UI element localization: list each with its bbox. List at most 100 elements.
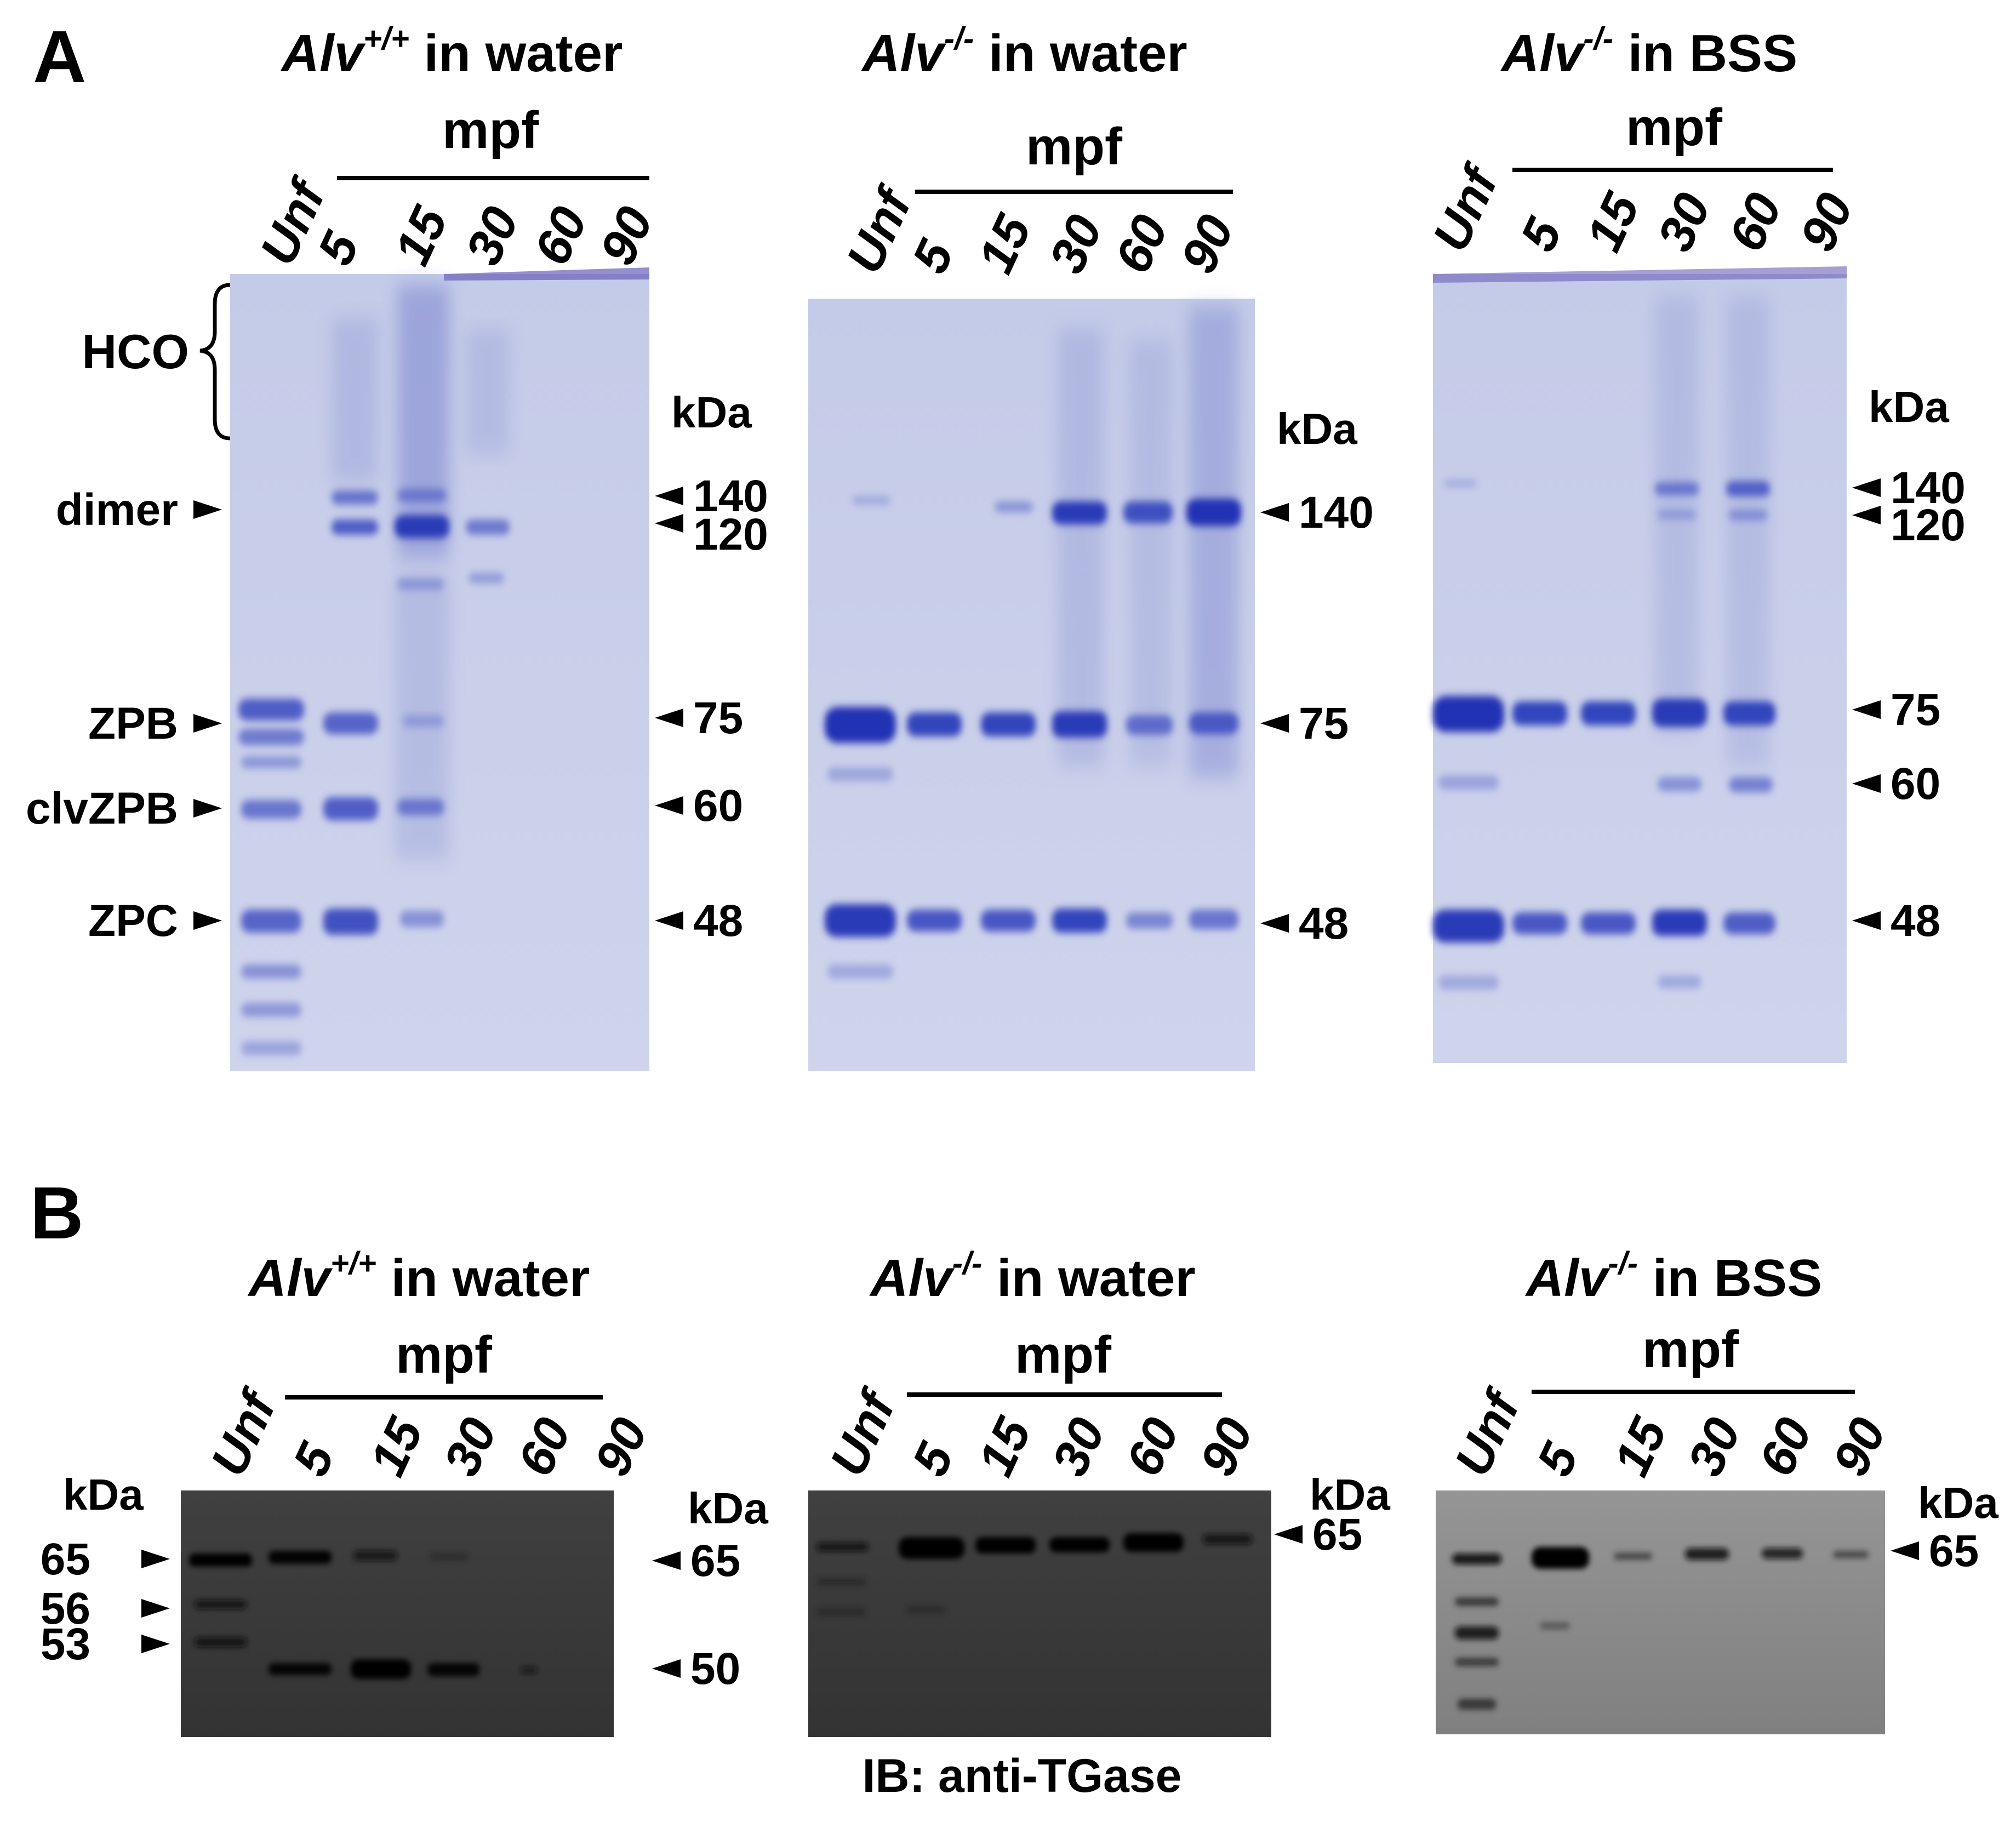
band xyxy=(1189,910,1238,929)
blot-b2-genotype: Alv xyxy=(869,1249,955,1307)
gel-a2-genotype: Alv xyxy=(861,24,946,83)
band xyxy=(1123,1533,1184,1552)
blot-b1-mpf: mpf xyxy=(396,1326,493,1384)
band xyxy=(1438,775,1499,790)
band xyxy=(241,910,301,933)
gel-a3-kda: kDa xyxy=(1869,382,1949,431)
blot-b2-superscript: -/- xyxy=(952,1246,983,1281)
band xyxy=(189,1553,252,1567)
band xyxy=(1652,910,1707,936)
left-marker-arrow-53 xyxy=(141,1635,170,1653)
gel-a3-mpf: mpf xyxy=(1626,98,1723,157)
gel-a3-well-stain xyxy=(1433,266,1847,283)
band xyxy=(1652,699,1707,727)
gel-a2-title: Alv-/- in water xyxy=(861,21,1187,83)
gel-a1-title: Alv+/+ in water xyxy=(281,21,623,83)
lane-label-90: 90 xyxy=(1170,207,1245,282)
hco-label: HCO xyxy=(82,324,189,379)
blot-b2-markers: 65 xyxy=(1274,1510,1362,1560)
marker-48: 48 xyxy=(693,896,743,946)
band xyxy=(1729,510,1767,521)
blot-b3-membrane xyxy=(1436,1490,1885,1734)
gel-a2-kda: kDa xyxy=(1277,404,1357,453)
left-label-clvzpb: clvZPB xyxy=(26,784,178,833)
marker-arrow-65 xyxy=(1891,1541,1919,1560)
band xyxy=(397,489,447,502)
band xyxy=(1052,909,1107,933)
marker-arrow-48 xyxy=(1852,911,1881,930)
gel-a1-smear xyxy=(397,285,449,559)
band xyxy=(241,1003,301,1017)
gel-a3-genotype: Alv xyxy=(1500,24,1586,83)
gel-a2-smear xyxy=(1189,307,1238,778)
band xyxy=(1540,1622,1570,1630)
band xyxy=(1685,1548,1729,1560)
lane-label-30: 30 xyxy=(1647,185,1722,260)
band xyxy=(351,1659,411,1679)
gel-a1-bands xyxy=(238,489,510,1055)
left-arrow-dimer xyxy=(193,500,222,519)
blot-b2-mpf: mpf xyxy=(1015,1326,1112,1384)
marker-60: 60 xyxy=(693,781,743,831)
band xyxy=(400,911,444,927)
left-marker-56: 56 xyxy=(41,1584,90,1633)
band xyxy=(1723,912,1775,934)
band xyxy=(1186,499,1241,526)
band xyxy=(899,1537,964,1559)
band xyxy=(195,1600,247,1609)
lane-label-90: 90 xyxy=(1190,1410,1264,1484)
left-arrow-zpc xyxy=(193,911,222,930)
band xyxy=(521,1667,537,1674)
gel-a3-superscript: -/- xyxy=(1583,21,1613,56)
lane-label-15: 15 xyxy=(968,206,1042,282)
lane-label-30: 30 xyxy=(1677,1410,1752,1484)
band xyxy=(238,699,304,721)
blot-b1-genotype: Alv xyxy=(248,1249,333,1307)
left-marker-arrow-65 xyxy=(141,1550,170,1568)
band xyxy=(1762,1548,1803,1559)
band xyxy=(397,578,444,590)
gel-a1-well-stain xyxy=(444,267,649,281)
marker-65: 65 xyxy=(1929,1526,1979,1576)
band xyxy=(1452,1553,1501,1564)
lane-label-60: 60 xyxy=(507,1410,582,1484)
band xyxy=(1433,910,1504,943)
gel-a1-superscript: +/+ xyxy=(363,21,409,56)
band xyxy=(1532,1547,1589,1569)
gel-a3-smear xyxy=(1726,296,1770,767)
blot-b2-bands xyxy=(816,1533,1252,1616)
band xyxy=(1455,1597,1499,1606)
lane-label-5: 5 xyxy=(902,231,965,281)
band xyxy=(332,519,378,535)
blot-b3-bands xyxy=(1452,1547,1869,1710)
marker-140: 140 xyxy=(1891,463,1966,513)
band xyxy=(1455,1626,1499,1640)
lane-label-unf: Unf xyxy=(1444,1380,1533,1484)
marker-arrow-75 xyxy=(1260,714,1289,733)
band xyxy=(269,1663,332,1675)
band xyxy=(1438,975,1499,990)
lane-label-15: 15 xyxy=(384,198,459,273)
panel-b-caption: IB: anti-TGase xyxy=(863,1750,1182,1802)
marker-75: 75 xyxy=(1299,699,1349,749)
band xyxy=(323,909,378,935)
marker-arrow-140 xyxy=(1260,503,1289,522)
lane-label-30: 30 xyxy=(433,1410,508,1484)
blot-b3-superscript: -/- xyxy=(1608,1246,1638,1281)
lane-label-60: 60 xyxy=(1718,185,1793,260)
panel-b-letter: B xyxy=(30,1172,84,1254)
band xyxy=(269,1551,332,1564)
band xyxy=(816,1608,866,1616)
blot-b3-condition: in BSS xyxy=(1638,1249,1822,1307)
blot-b1-condition: in water xyxy=(376,1249,590,1307)
band xyxy=(995,501,1033,512)
gel-a1-smear xyxy=(466,329,510,455)
lane-label-15: 15 xyxy=(1576,184,1651,260)
band xyxy=(1512,701,1567,726)
